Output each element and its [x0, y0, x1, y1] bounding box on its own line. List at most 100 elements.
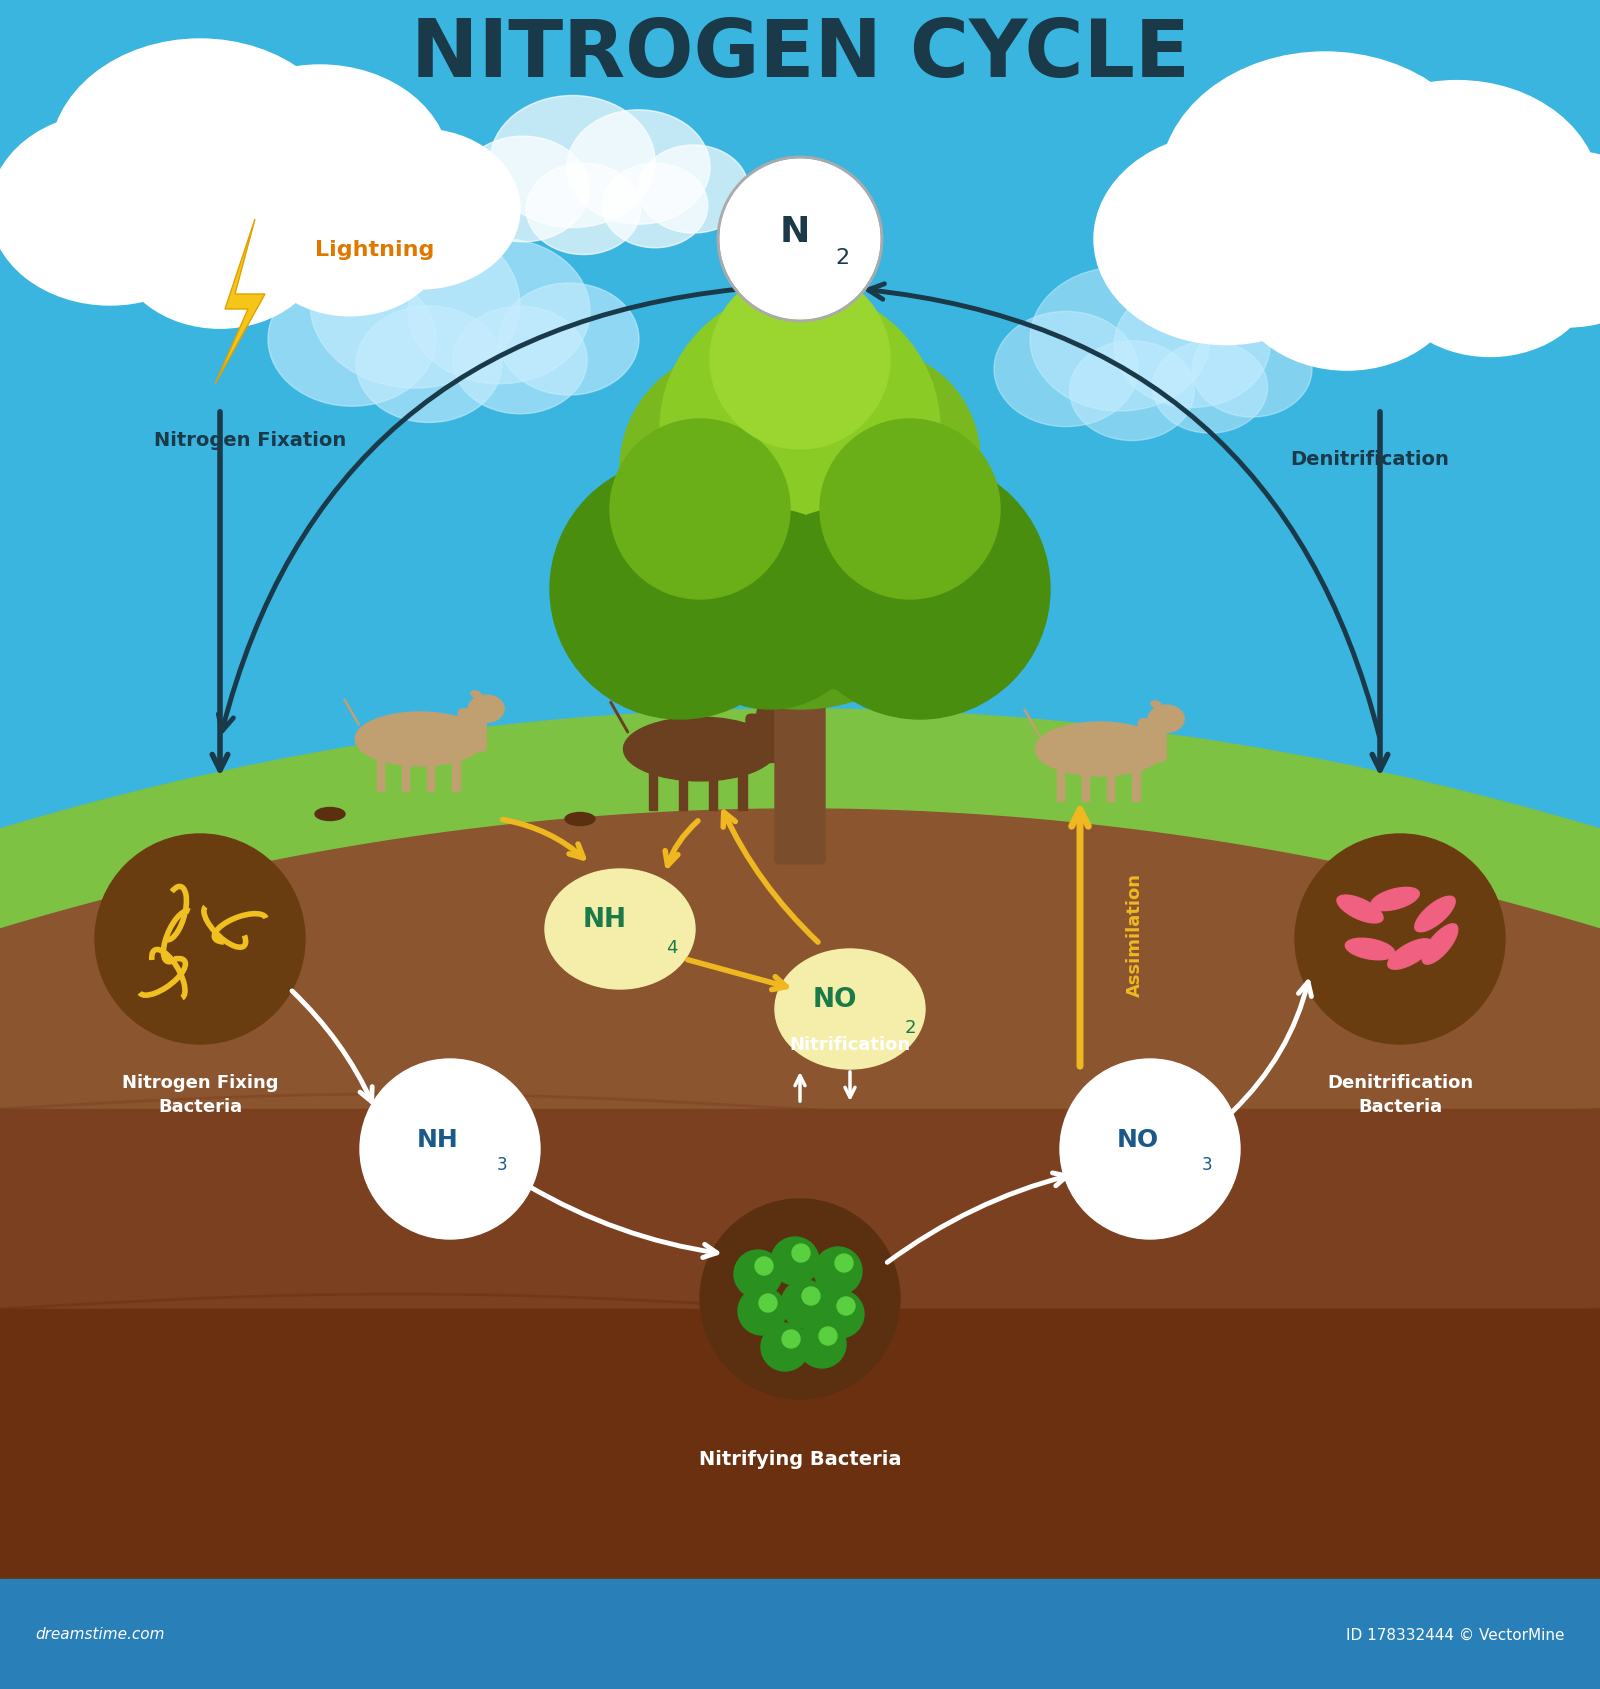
Ellipse shape: [1458, 152, 1600, 328]
Circle shape: [670, 510, 870, 709]
FancyArrowPatch shape: [218, 291, 738, 731]
Ellipse shape: [50, 41, 350, 280]
Ellipse shape: [546, 870, 694, 990]
Bar: [678, 772, 688, 811]
Text: Denitrification: Denitrification: [1291, 451, 1450, 470]
Circle shape: [701, 1199, 899, 1398]
FancyBboxPatch shape: [458, 709, 486, 752]
Text: 4: 4: [666, 939, 678, 956]
Ellipse shape: [320, 130, 520, 291]
Bar: [1056, 768, 1064, 801]
FancyArrowPatch shape: [1232, 983, 1312, 1113]
Circle shape: [771, 1238, 819, 1285]
Ellipse shape: [1371, 888, 1419, 910]
Ellipse shape: [1094, 135, 1358, 345]
Bar: [0, 1309, 1600, 1579]
Ellipse shape: [355, 713, 485, 767]
Circle shape: [550, 459, 810, 720]
Ellipse shape: [1192, 323, 1312, 417]
FancyBboxPatch shape: [746, 714, 778, 763]
Ellipse shape: [1160, 52, 1490, 318]
Circle shape: [782, 1331, 800, 1348]
Ellipse shape: [774, 949, 925, 1069]
Ellipse shape: [1314, 81, 1600, 311]
Text: ID 178332444 © VectorMine: ID 178332444 © VectorMine: [1347, 1627, 1565, 1642]
Ellipse shape: [566, 111, 710, 225]
Bar: [378, 758, 384, 792]
Ellipse shape: [638, 145, 749, 233]
Circle shape: [760, 350, 979, 569]
Text: N: N: [779, 215, 810, 248]
FancyArrowPatch shape: [688, 959, 786, 990]
FancyArrowPatch shape: [213, 412, 227, 770]
FancyArrowPatch shape: [528, 1186, 717, 1258]
Bar: [427, 758, 435, 792]
Ellipse shape: [117, 162, 323, 329]
Polygon shape: [0, 809, 1600, 1110]
Ellipse shape: [1232, 187, 1461, 372]
Ellipse shape: [1414, 897, 1456, 932]
Circle shape: [661, 291, 941, 569]
Text: 2: 2: [835, 248, 850, 269]
Bar: [1133, 768, 1139, 801]
Text: NH: NH: [582, 907, 627, 932]
Circle shape: [816, 1290, 864, 1338]
Circle shape: [621, 350, 861, 589]
Circle shape: [814, 1246, 862, 1295]
Bar: [0, 0, 1600, 1039]
Circle shape: [755, 1257, 773, 1275]
Ellipse shape: [1387, 939, 1432, 969]
Circle shape: [790, 459, 1050, 720]
Circle shape: [792, 1245, 810, 1262]
Ellipse shape: [994, 312, 1138, 427]
Ellipse shape: [1346, 939, 1395, 959]
Circle shape: [819, 421, 1000, 600]
Circle shape: [621, 350, 979, 709]
Ellipse shape: [190, 66, 450, 274]
Text: NH: NH: [418, 1127, 459, 1152]
Circle shape: [819, 1328, 837, 1344]
Ellipse shape: [1030, 269, 1210, 412]
Circle shape: [94, 834, 306, 1044]
FancyArrowPatch shape: [723, 812, 818, 942]
Ellipse shape: [470, 691, 482, 699]
Ellipse shape: [1338, 895, 1382, 924]
Text: dreamstime.com: dreamstime.com: [35, 1627, 165, 1642]
Ellipse shape: [1149, 706, 1184, 733]
Circle shape: [835, 1255, 853, 1272]
Ellipse shape: [315, 807, 346, 821]
Circle shape: [720, 160, 880, 319]
Text: NO: NO: [813, 986, 858, 1012]
Circle shape: [750, 510, 930, 689]
Bar: [0, 1110, 1600, 1309]
Ellipse shape: [408, 240, 590, 385]
Ellipse shape: [269, 272, 435, 407]
FancyArrowPatch shape: [888, 1174, 1067, 1263]
Circle shape: [837, 1297, 854, 1316]
Ellipse shape: [1069, 341, 1194, 441]
Ellipse shape: [0, 113, 230, 306]
Text: 3: 3: [496, 1155, 507, 1174]
FancyArrowPatch shape: [502, 821, 584, 858]
Ellipse shape: [1152, 341, 1267, 434]
Ellipse shape: [1035, 723, 1165, 777]
Text: Nitrification: Nitrification: [789, 1035, 910, 1054]
Ellipse shape: [1422, 924, 1458, 964]
Polygon shape: [0, 709, 1600, 939]
Ellipse shape: [760, 692, 773, 701]
Ellipse shape: [1114, 284, 1270, 409]
Bar: [453, 758, 459, 792]
Ellipse shape: [1150, 701, 1162, 708]
FancyBboxPatch shape: [774, 655, 826, 865]
Circle shape: [1059, 1059, 1240, 1240]
Ellipse shape: [458, 137, 589, 243]
Circle shape: [738, 1287, 786, 1336]
Ellipse shape: [757, 698, 800, 730]
Ellipse shape: [499, 284, 638, 395]
Circle shape: [610, 421, 790, 600]
Ellipse shape: [254, 164, 446, 316]
Circle shape: [758, 1294, 778, 1312]
Ellipse shape: [357, 307, 502, 424]
Circle shape: [710, 270, 890, 449]
Bar: [402, 758, 410, 792]
